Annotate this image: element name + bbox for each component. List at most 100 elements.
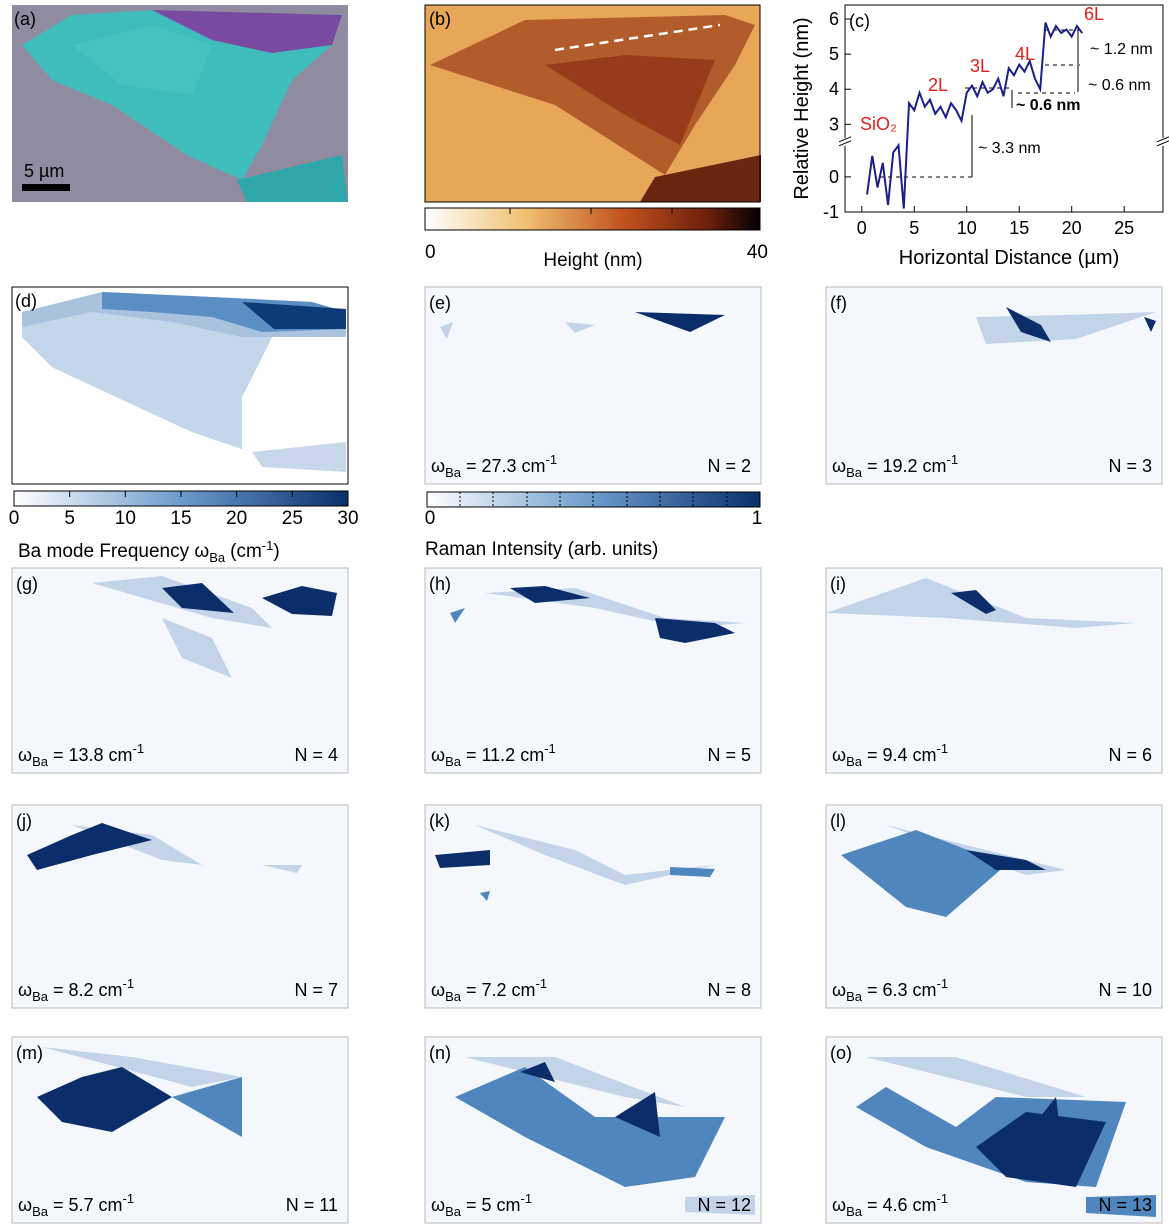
colorbar-tick-label: 5 [64,508,75,529]
layer-number: N = 6 [1108,745,1152,765]
raman-map: (j) ωBa = 8.2 cm-1 N = 7 [11,804,349,1009]
axis-break-mark [838,136,852,147]
layer-number: N = 3 [1108,456,1152,476]
equals: = [466,745,477,765]
title-superscript: -1 [262,538,274,553]
map-region [1086,1195,1156,1217]
panel-label: (m) [16,1043,43,1063]
symbol: ω [18,745,32,765]
equals: = [867,980,878,1000]
x-tick-label: 0 [857,218,867,238]
raman-map: (h) ωBa = 11.2 cm-1 N = 5 [424,567,762,774]
frequency-value: 7.2 [481,980,506,1000]
frequency-label: ωBa = 9.4 cm-1 [832,741,948,769]
map-region [435,850,490,868]
frequency-value: 9.4 [882,745,907,765]
title-text: ) [273,541,279,562]
map-region [976,1112,1106,1187]
frequency-label: ωBa = 13.8 cm-1 [18,741,144,769]
title-text: (cm [230,541,262,562]
symbol: ω [18,1195,32,1215]
colorbar-tick-label: 1 [752,508,763,529]
map-region [966,850,1046,870]
symbol: ω [431,456,445,476]
panel-label: (c) [849,11,870,31]
frequency-map: (d) [11,286,349,485]
colorbar-title: Ba mode Frequency ωBa (cm-1) [18,538,280,565]
equals: = [466,980,477,1000]
frequency-value: 8.2 [68,980,93,1000]
map-background [424,804,762,1009]
frequency-label: ωBa = 19.2 cm-1 [832,452,958,480]
panel-label: (k) [429,811,450,831]
annotation: ~ 3.3 nm [978,140,1041,157]
frequency-value: 13.8 [68,745,103,765]
unit: cm [913,1195,937,1215]
map-region [440,322,453,339]
map-region [450,608,465,623]
frequency-label: ωBa = 27.3 cm-1 [431,452,557,480]
scale-bar-label: 5 µm [24,161,64,181]
raman-map: (n) ωBa = 5 cm-1 N = 12 [424,1036,762,1224]
plot-frame [844,4,1164,213]
map-region [1006,307,1051,342]
x-axis-label: Horizontal Distance (µm) [899,247,1119,269]
layer-number: N = 7 [294,980,338,1000]
subscript: Ba [32,989,49,1004]
unit: cm [109,745,133,765]
annotation: 4L [1015,44,1035,64]
colorbar-tick-label: 0 [425,508,436,529]
unit: cm [99,1195,123,1215]
raman-map: (k) ωBa = 7.2 cm-1 N = 8 [424,804,762,1009]
x-tick-label: 15 [1009,218,1029,238]
colorbar-tick-label: 25 [282,508,303,529]
panel-label: (a) [14,9,36,29]
height-profile [866,22,1083,209]
raman-map: (m) ωBa = 5.7 cm-1 N = 11 [11,1036,349,1224]
frequency-value: 5.7 [68,1195,93,1215]
equals: = [466,456,477,476]
map-region [262,865,302,873]
layer-number: N = 12 [697,1195,751,1215]
frequency-label: ωBa = 5.7 cm-1 [18,1191,134,1219]
symbol: ω [832,456,846,476]
symbol: ω [832,980,846,1000]
symbol: ω [832,1195,846,1215]
panel-label: (j) [16,811,32,831]
frequency-label: ωBa = 6.3 cm-1 [832,976,948,1004]
annotation: ~ 1.2 nm [1090,41,1153,58]
subscript: Ba [846,465,863,480]
annotation: 3L [970,56,990,76]
subscript: Ba [32,754,49,769]
equals: = [867,1195,878,1215]
y-tick-label: -1 [823,202,839,222]
subscript: Ba [846,989,863,1004]
annotation: 2L [928,75,948,95]
frequency-value: 19.2 [882,456,917,476]
panel-label: (o) [830,1043,852,1063]
superscript: -1 [947,452,959,467]
panel-label: (g) [16,574,38,594]
annotation: ~ 0.6 nm [1016,97,1080,114]
map-region [866,1057,1086,1097]
optical-image: 5 µm (a) [12,5,348,202]
unit: cm [520,745,544,765]
superscript: -1 [521,1191,533,1206]
map-region [510,586,590,603]
map-region [475,825,715,885]
map-background [825,804,1163,1009]
raman-map: (e) ωBa = 27.3 cm-1 N = 2 [424,286,762,485]
layer-number: N = 11 [286,1195,338,1215]
colorbar-tick-label: 20 [226,508,247,529]
panel-label: (h) [429,574,451,594]
raman-map: (l) ωBa = 6.3 cm-1 N = 10 [825,804,1163,1009]
equals: = [867,745,878,765]
unit: cm [99,980,123,1000]
superscript: -1 [937,976,949,991]
frequency-value: 6.3 [882,980,907,1000]
layer-number: N = 8 [707,980,751,1000]
raman-map: (g) ωBa = 13.8 cm-1 N = 4 [11,567,349,774]
map-region [162,583,234,613]
unit: cm [913,745,937,765]
map-region [565,322,595,333]
